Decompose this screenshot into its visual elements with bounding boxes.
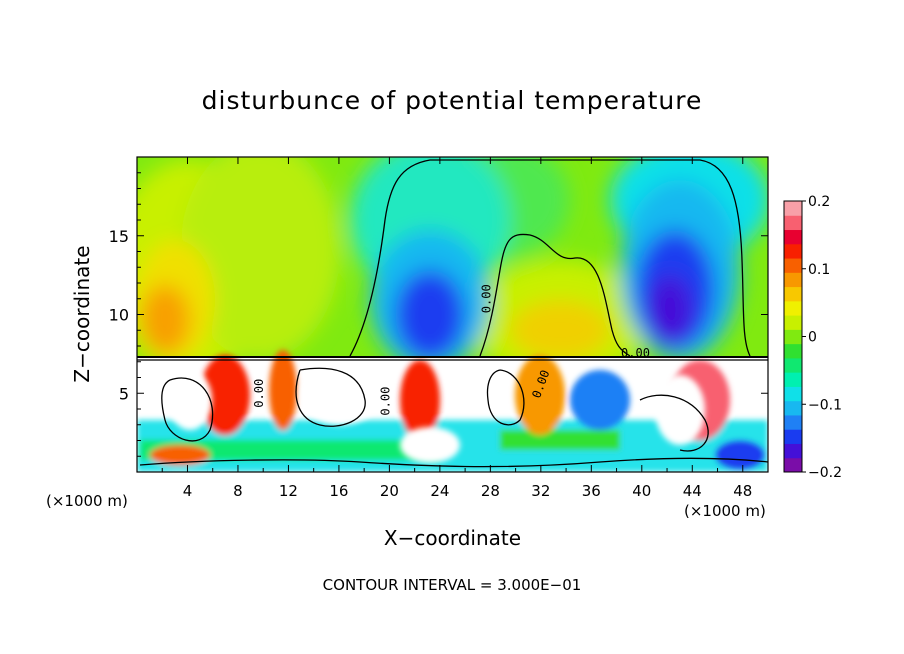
contour-label: 0.00: [252, 379, 266, 408]
chart-title: disturbunce of potential temperature: [201, 86, 703, 115]
x-axis-unit-right: (×1000 m): [684, 502, 766, 520]
x-axis-unit-left: (×1000 m): [46, 492, 128, 510]
colorbar-band: [784, 229, 802, 245]
contour-labels: 0.000.00 0.000.000.00: [252, 284, 650, 415]
colorbar-tick-label: 0: [808, 330, 817, 346]
colorbar-tick-label: 0.2: [808, 194, 830, 210]
colorbar-band: [784, 315, 802, 330]
colorbar-band: [784, 457, 802, 473]
y-tick-label: 15: [109, 227, 129, 246]
colorbar: 0.2 0.1 0 −0.1 −0.2: [783, 194, 842, 481]
x-tick-label: 8: [233, 482, 243, 500]
colorbar-band: [784, 272, 802, 288]
colorbar-band: [784, 386, 802, 402]
colorbar-band: [784, 286, 802, 302]
x-axis-label: X−coordinate: [383, 526, 522, 550]
colorbar-band: [784, 329, 802, 345]
x-tick-label: 20: [380, 482, 399, 500]
contour-label: 0.00: [479, 284, 493, 313]
colorbar-band: [784, 243, 802, 259]
colorbar-band: [784, 201, 802, 216]
x-tick-label: 24: [430, 482, 449, 500]
colorbar-tick-label: −0.2: [808, 465, 842, 481]
colorbar-tick-label: −0.1: [808, 397, 842, 413]
x-tick-label: 4: [183, 482, 193, 500]
x-tick-label: 32: [531, 482, 550, 500]
x-tick-label: 16: [329, 482, 348, 500]
colorbar-band: [784, 400, 802, 416]
y-tick-label: 10: [109, 306, 129, 325]
colorbar-band: [784, 258, 802, 273]
contour-label: 0.00: [621, 346, 650, 360]
contour-lines: [137, 159, 768, 468]
colorbar-band: [784, 443, 802, 459]
x-tick-label: 40: [632, 482, 651, 500]
x-tick-label: 36: [582, 482, 601, 500]
x-tick-label: 44: [683, 482, 702, 500]
colorbar-band: [784, 414, 802, 430]
colorbar-band: [784, 372, 802, 387]
x-tick-label: 48: [733, 482, 752, 500]
contour-label: 0.00: [378, 387, 392, 416]
field-lower: [137, 350, 768, 472]
colorbar-band: [784, 357, 802, 373]
field-upper: [137, 157, 768, 380]
x-tick-label: 28: [481, 482, 500, 500]
y-tick-label: 5: [119, 384, 129, 403]
colorbar-band: [784, 343, 802, 359]
colorbar-band: [784, 215, 802, 231]
x-tick-label: 12: [279, 482, 298, 500]
colorbar-band: [784, 429, 802, 444]
colorbar-band: [784, 300, 802, 316]
contour-interval-note: CONTOUR INTERVAL = 3.000E−01: [322, 576, 582, 594]
colorbar-tick-label: 0.1: [808, 262, 830, 278]
